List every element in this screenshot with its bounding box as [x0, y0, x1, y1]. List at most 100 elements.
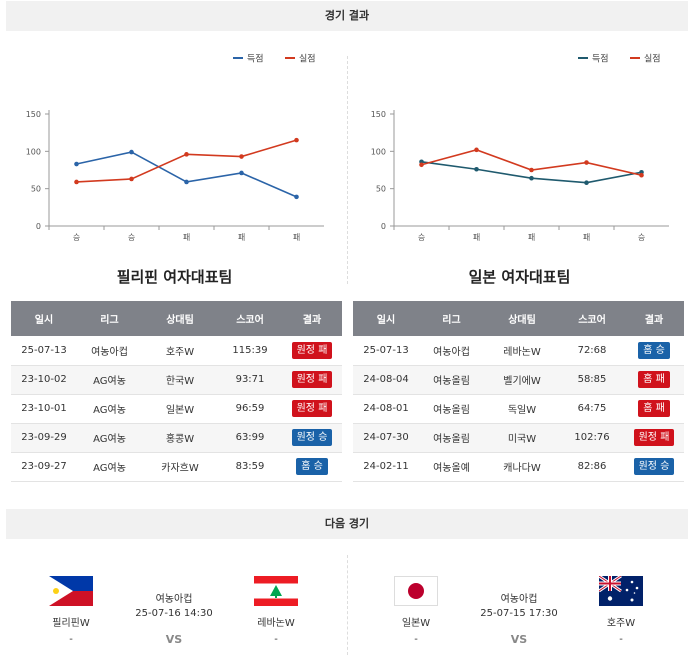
data-point[interactable] [239, 154, 244, 159]
opponent-team: 독일W [484, 394, 560, 424]
data-point[interactable] [294, 194, 299, 200]
data-point[interactable] [474, 166, 479, 172]
left-team-results-table: 일시 리그 상대팀 스코어 결과 25-07-13 여농아컵 호주W 115:39 원정 패 23… [11, 301, 342, 482]
match-league: 여농올림 [419, 365, 484, 395]
match-league: AG여농 [77, 365, 142, 395]
away-team-odds: - [619, 634, 623, 645]
match-league: 여농올림 [419, 423, 484, 453]
match-score: 93:71 [218, 365, 282, 395]
match-score: 102:76 [560, 423, 624, 453]
column-header: 일시 [11, 301, 77, 336]
table-row[interactable]: 24-07-30 여농올림 미국W 102:76 원정 패 [353, 423, 684, 453]
match-score: 115:39 [218, 336, 282, 366]
y-tick-label: 150 [371, 110, 386, 119]
data-point[interactable] [129, 149, 134, 155]
data-point[interactable] [74, 179, 79, 185]
table-row[interactable]: 23-10-01 AG여농 일본W 96:59 원정 패 [11, 394, 342, 424]
result-badge: 원정 승 [633, 458, 675, 475]
match-date: 25-07-13 [353, 336, 419, 366]
column-header: 일시 [353, 301, 419, 336]
table-row[interactable]: 23-10-02 AG여농 한국W 93:71 원정 패 [11, 365, 342, 395]
y-tick-label: 150 [26, 110, 41, 119]
column-header: 결과 [624, 301, 684, 336]
table-row[interactable]: 25-07-13 여농아컵 레바논W 72:68 홈 승 [353, 336, 684, 366]
data-point[interactable] [239, 170, 244, 176]
home-team: 필리핀W - [26, 576, 116, 645]
vs-label: VS [165, 633, 183, 646]
match-score: 58:85 [560, 365, 624, 395]
match-result: 원정 패 [282, 365, 342, 395]
match-league: AG여농 [77, 452, 142, 482]
data-point[interactable] [419, 162, 424, 168]
home-team-odds: - [69, 634, 73, 645]
match-league: 여농아컵 [500, 594, 538, 605]
data-point[interactable] [184, 152, 189, 157]
match-datetime: 25-07-16 14:30 [135, 608, 213, 619]
home-team-odds: - [414, 634, 418, 645]
data-point[interactable] [584, 180, 589, 185]
table-row[interactable]: 25-07-13 여농아컵 호주W 115:39 원정 패 [11, 336, 342, 366]
y-tick-label: 0 [36, 222, 41, 231]
philippines-flag-icon [49, 576, 93, 606]
home-team-name: 일본W [401, 618, 431, 629]
match-result: 원정 승 [282, 423, 342, 453]
match-result: 홈 패 [624, 394, 684, 424]
away-team: 레바논W - [231, 576, 321, 645]
column-divider [347, 555, 348, 655]
home-team: 일본W - [371, 576, 461, 645]
x-tick-label: 승 [638, 233, 645, 242]
match-date: 24-08-04 [353, 365, 419, 395]
table-row[interactable]: 24-02-11 여농올예 캐나다W 82:86 원정 승 [353, 452, 684, 482]
column-header: 상대팀 [142, 301, 218, 336]
japan-flag-icon [394, 576, 438, 606]
match-result: 원정 패 [282, 394, 342, 424]
x-tick-label: 패 [583, 232, 590, 242]
data-point[interactable] [74, 161, 79, 167]
match-date: 23-10-01 [11, 394, 77, 424]
match-date: 25-07-13 [11, 336, 77, 366]
match-score: 96:59 [218, 394, 282, 424]
data-point[interactable] [294, 137, 299, 143]
opponent-team: 한국W [142, 365, 218, 395]
legend-label[interactable]: 실점 [644, 53, 661, 65]
next-match-card[interactable]: 필리핀W - 여농아컵 25-07-16 14:30 VS 레바논W - [6, 570, 343, 650]
y-tick-label: 50 [31, 185, 41, 194]
data-point[interactable] [529, 167, 534, 173]
home-team-name: 필리핀W [52, 618, 90, 629]
series-line-conceded [76, 139, 297, 183]
x-tick-label: 승 [73, 233, 80, 242]
opponent-team: 일본W [142, 394, 218, 424]
column-header: 스코어 [218, 301, 282, 336]
next-match-card[interactable]: 일본W - 여농아컵 25-07-15 17:30 VS 호주W - [351, 570, 688, 650]
left-team-title: 필리핀 여자대표팀 [116, 268, 233, 286]
legend-label[interactable]: 득점 [592, 53, 609, 65]
table-row[interactable]: 23-09-29 AG여농 홍콩W 63:99 원정 승 [11, 423, 342, 453]
legend-label[interactable]: 득점 [247, 53, 264, 65]
data-point[interactable] [129, 176, 134, 182]
match-date: 24-02-11 [353, 452, 419, 482]
match-score: 63:99 [218, 423, 282, 453]
data-point[interactable] [639, 172, 644, 178]
legend-label[interactable]: 실점 [299, 53, 316, 65]
x-tick-label: 승 [128, 233, 135, 242]
right-team-score-chart: 0 50 100 150 승 패 패 패 승 득점 실점 [351, 40, 688, 255]
table-row[interactable]: 24-08-01 여농올림 독일W 64:75 홈 패 [353, 394, 684, 424]
data-point[interactable] [474, 147, 479, 153]
match-score: 83:59 [218, 452, 282, 482]
result-badge: 원정 패 [291, 371, 333, 388]
table-row[interactable]: 24-08-04 여농올림 벨기에W 58:85 홈 패 [353, 365, 684, 395]
next-match-section-header: 다음 경기 [6, 509, 688, 539]
data-point[interactable] [529, 175, 534, 181]
y-tick-label: 0 [381, 222, 386, 231]
data-point[interactable] [584, 160, 589, 165]
match-result: 홈 패 [624, 365, 684, 395]
column-header: 리그 [419, 301, 484, 336]
data-point[interactable] [184, 179, 189, 185]
match-league: 여농아컵 [77, 336, 142, 366]
result-badge: 원정 승 [291, 429, 333, 446]
table-row[interactable]: 23-09-27 AG여농 카자흐W 83:59 홈 승 [11, 452, 342, 482]
match-league: 여농올림 [419, 394, 484, 424]
match-league: 여농아컵 [419, 336, 484, 366]
away-team-odds: - [274, 634, 278, 645]
opponent-team: 벨기에W [484, 365, 560, 395]
